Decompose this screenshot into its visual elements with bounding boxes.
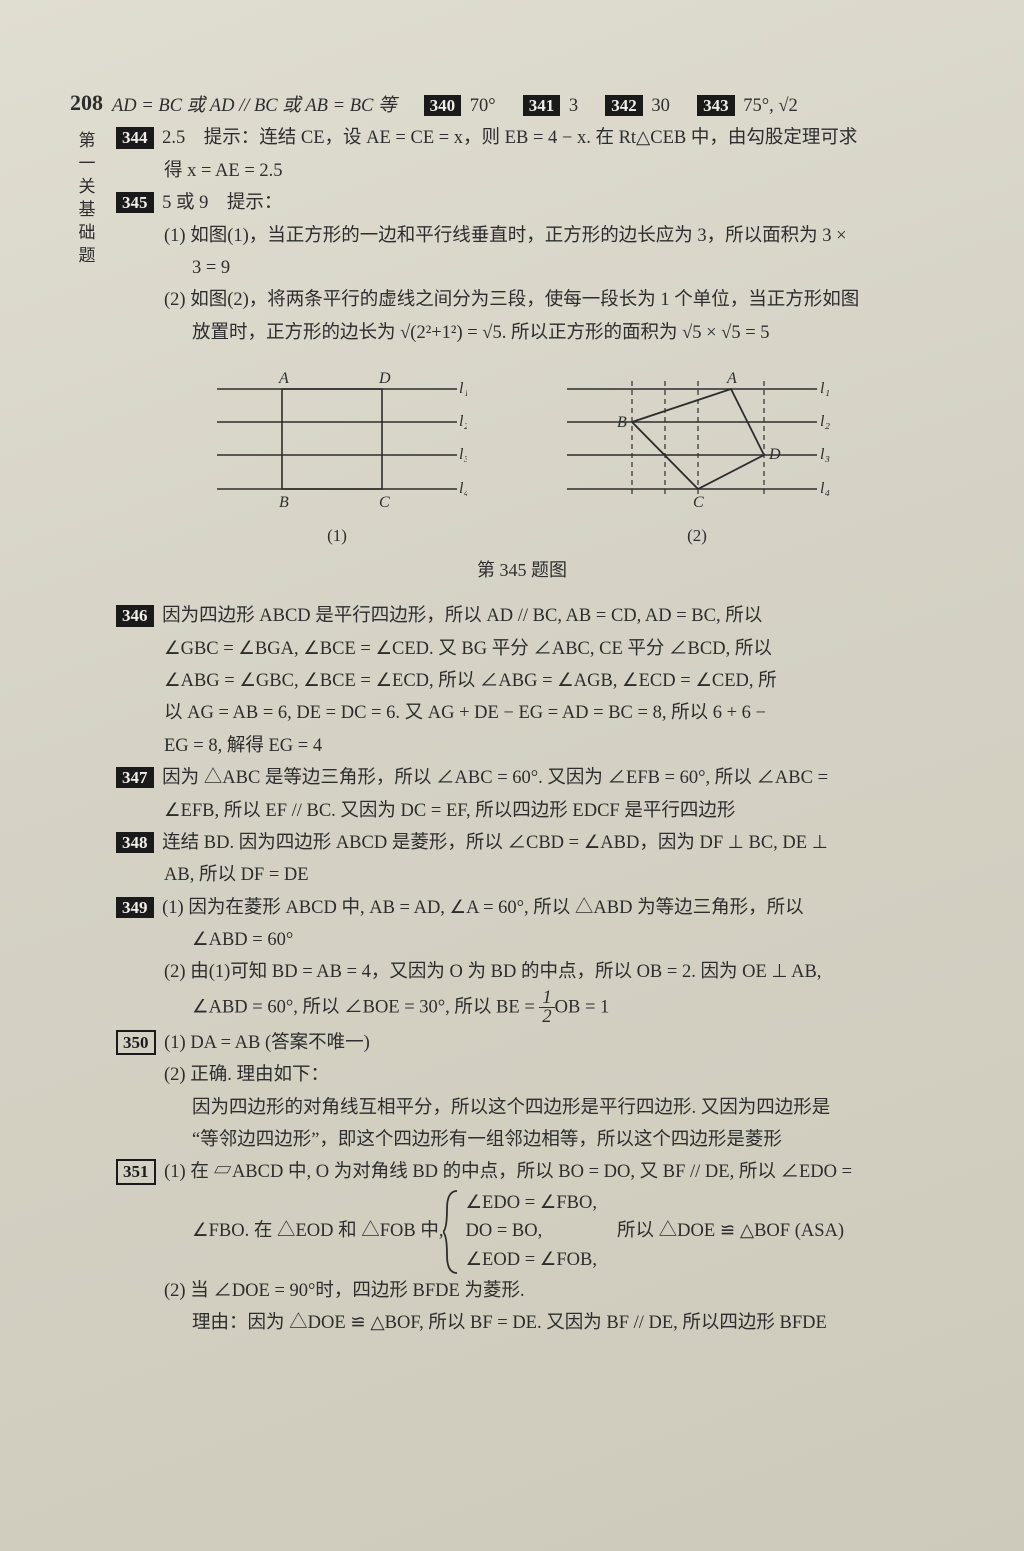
- item-345: 345 5 或 9 提示：: [112, 187, 932, 219]
- text-345c2: 放置时，正方形的边长为 √(2²+1²) = √5. 所以正方形的面积为 √5 …: [112, 317, 932, 349]
- tag-343: 343: [697, 95, 735, 116]
- text-347a: 因为 △ABC 是等边三角形，所以 ∠ABC = 60°. 又因为 ∠EFB =…: [162, 768, 828, 788]
- fig2-D: D: [768, 446, 781, 463]
- text-351c: (2) 当 ∠DOE = 90°时，四边形 BFDE 为菱形.: [112, 1275, 932, 1307]
- page-number: 208: [70, 90, 103, 116]
- text-350d: “等邻边四边形”，即这个四边形有一组邻边相等，所以这个四边形是菱形: [112, 1124, 932, 1156]
- text-351b: ∠FBO. 在 △EOD 和 △FOB 中, ∠EDO = ∠FBO, DO =…: [112, 1189, 932, 1275]
- text-345b: (1) 如图(1)，当正方形的一边和平行线垂直时，正方形的边长应为 3，所以面积…: [112, 220, 932, 252]
- fig2-l3: l₃: [820, 446, 830, 463]
- item-348: 348 连结 BD. 因为四边形 ABCD 是菱形，所以 ∠CBD = ∠ABD…: [112, 827, 932, 859]
- fig1-l2: l₂: [459, 413, 467, 430]
- item-347: 347 因为 △ABC 是等边三角形，所以 ∠ABC = 60°. 又因为 ∠E…: [112, 762, 932, 794]
- fig1-l4: l₄: [459, 480, 467, 497]
- brace-line-3: ∠EOD = ∠FOB,: [465, 1246, 597, 1275]
- fig2-B: B: [617, 414, 627, 431]
- fig2-l1: l₁: [820, 380, 830, 397]
- item-350: 350 (1) DA = AB (答案不唯一): [112, 1027, 932, 1059]
- frac-den: 2: [539, 1008, 554, 1027]
- figure-1: A D B C l₁ l₂ l₃ l₄ (1): [207, 359, 467, 551]
- fraction-half: 12: [539, 989, 554, 1027]
- text-349b: (2) 由(1)可知 BD = AB = 4，又因为 O 为 BD 的中点，所以…: [112, 956, 932, 988]
- fig1-l3: l₃: [459, 446, 467, 463]
- tag-342: 342: [605, 95, 643, 116]
- text-349a: (1) 因为在菱形 ABCD 中, AB = AD, ∠A = 60°, 所以 …: [162, 898, 804, 918]
- fig1-B: B: [279, 494, 289, 511]
- brace-conditions: ∠EDO = ∠FBO, DO = BO, ∠EOD = ∠FOB,: [461, 1189, 597, 1275]
- text-348b: AB, 所以 DF = DE: [112, 859, 932, 891]
- fig1-D: D: [378, 370, 391, 387]
- figure-caption: 第 345 题图: [112, 555, 932, 587]
- fig2-A: A: [726, 370, 737, 387]
- fig2-l4: l₄: [820, 480, 830, 497]
- left-brace-icon: [443, 1189, 461, 1275]
- text-348a: 连结 BD. 因为四边形 ABCD 是菱形，所以 ∠CBD = ∠ABD，因为 …: [162, 833, 828, 853]
- expr-ad: AD = BC 或 AD // BC 或 AB = BC 等: [112, 96, 396, 116]
- tag-351: 351: [116, 1159, 156, 1184]
- ans-341: 3: [569, 96, 578, 116]
- tag-347: 347: [116, 767, 154, 788]
- ans-340: 70°: [470, 96, 496, 116]
- ans-342: 30: [651, 96, 670, 116]
- text-349a2: ∠ABD = 60°: [112, 924, 932, 956]
- figures-345: A D B C l₁ l₂ l₃ l₄ (1): [112, 359, 932, 551]
- text-349c-pre: ∠ABD = 60°, 所以 ∠BOE = 30°, 所以 BE =: [192, 997, 539, 1017]
- text-345a: 5 或 9 提示：: [162, 193, 282, 213]
- tag-346: 346: [116, 605, 154, 626]
- brace-line-1: ∠EDO = ∠FBO,: [465, 1189, 597, 1218]
- text-345c: (2) 如图(2)，将两条平行的虚线之间分为三段，使每一段长为 1 个单位，当正…: [112, 284, 932, 316]
- section-label: 第一关 基础题: [77, 130, 97, 268]
- fig1-C: C: [379, 494, 390, 511]
- text-349c: ∠ABD = 60°, 所以 ∠BOE = 30°, 所以 BE = 12OB …: [112, 989, 932, 1027]
- fig1-A: A: [278, 370, 289, 387]
- tag-341: 341: [523, 95, 561, 116]
- text-350a: (1) DA = AB (答案不唯一): [164, 1033, 370, 1053]
- tag-344: 344: [116, 127, 154, 148]
- text-351b-pre: ∠FBO. 在 △EOD 和 △FOB 中,: [192, 1215, 443, 1247]
- text-351d: 理由：因为 △DOE ≌ △BOF, 所以 BF = DE. 又因为 BF //…: [112, 1307, 932, 1339]
- brace-line-2: DO = BO,: [465, 1217, 597, 1246]
- item-349: 349 (1) 因为在菱形 ABCD 中, AB = AD, ∠A = 60°,…: [112, 892, 932, 924]
- page: 208 第一关 基础题 AD = BC 或 AD // BC 或 AB = BC…: [0, 0, 1024, 1551]
- text-346a: 因为四边形 ABCD 是平行四边形，所以 AD // BC, AB = CD, …: [162, 606, 762, 626]
- frac-num: 1: [539, 989, 554, 1009]
- text-346d: 以 AG = AB = 6, DE = DC = 6. 又 AG + DE − …: [112, 697, 932, 729]
- content-body: AD = BC 或 AD // BC 或 AB = BC 等 340 70° 3…: [112, 90, 932, 1339]
- text-344a: 2.5 提示：连结 CE，设 AE = CE = x，则 EB = 4 − x.…: [162, 128, 857, 148]
- text-351a: (1) 在 ▱ABCD 中, O 为对角线 BD 的中点，所以 BO = DO,…: [164, 1162, 852, 1182]
- tag-345: 345: [116, 192, 154, 213]
- fig1-l1: l₁: [459, 380, 467, 397]
- fig2-C: C: [693, 494, 704, 511]
- text-351b-post: 所以 △DOE ≌ △BOF (ASA): [597, 1215, 844, 1247]
- subcap-2: (2): [557, 521, 837, 551]
- subcap-1: (1): [207, 521, 467, 551]
- answer-line-top: AD = BC 或 AD // BC 或 AB = BC 等 340 70° 3…: [112, 90, 932, 122]
- text-346c: ∠ABG = ∠GBC, ∠BCE = ∠ECD, 所以 ∠ABG = ∠AGB…: [112, 665, 932, 697]
- text-344b: 得 x = AE = 2.5: [112, 155, 932, 187]
- item-344: 344 2.5 提示：连结 CE，设 AE = CE = x，则 EB = 4 …: [112, 122, 932, 154]
- text-345b2: 3 = 9: [112, 252, 932, 284]
- text-350b: (2) 正确. 理由如下：: [112, 1059, 932, 1091]
- tag-349: 349: [116, 897, 154, 918]
- figure-2: A B C D l₁ l₂ l₃ l₄ (2): [557, 359, 837, 551]
- ans-343: 75°, √2: [743, 96, 798, 116]
- item-346: 346 因为四边形 ABCD 是平行四边形，所以 AD // BC, AB = …: [112, 600, 932, 632]
- tag-340: 340: [424, 95, 462, 116]
- text-346e: EG = 8, 解得 EG = 4: [112, 730, 932, 762]
- text-349c-post: OB = 1: [555, 997, 610, 1017]
- tag-350: 350: [116, 1030, 156, 1055]
- text-346b: ∠GBC = ∠BGA, ∠BCE = ∠CED. 又 BG 平分 ∠ABC, …: [112, 633, 932, 665]
- text-347b: ∠EFB, 所以 EF // BC. 又因为 DC = EF, 所以四边形 ED…: [112, 795, 932, 827]
- fig2-l2: l₂: [820, 413, 830, 430]
- text-350c: 因为四边形的对角线互相平分，所以这个四边形是平行四边形. 又因为四边形是: [112, 1092, 932, 1124]
- item-351: 351 (1) 在 ▱ABCD 中, O 为对角线 BD 的中点，所以 BO =…: [112, 1156, 932, 1188]
- tag-348: 348: [116, 832, 154, 853]
